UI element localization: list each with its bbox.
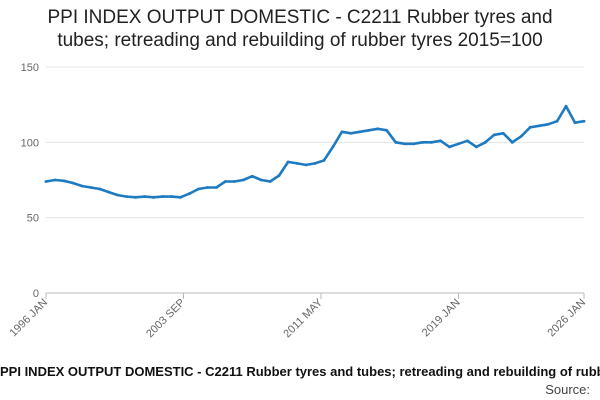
data-point xyxy=(331,145,335,149)
data-point xyxy=(573,121,577,125)
data-point xyxy=(430,140,433,144)
data-point xyxy=(322,159,326,162)
data-point xyxy=(197,187,200,191)
data-point xyxy=(358,130,362,134)
data-point xyxy=(170,195,173,198)
data-point xyxy=(537,124,541,128)
data-point xyxy=(259,178,263,182)
y-tick-label: 100 xyxy=(21,137,39,149)
y-axis-tick-labels: 0 50 100 150 xyxy=(21,62,39,300)
data-point xyxy=(188,192,191,195)
y-tick-label: 150 xyxy=(21,62,39,74)
gridlines xyxy=(46,66,584,294)
data-point xyxy=(313,162,317,165)
chart-title-line-2: tubes; retreading and rebuilding of rubb… xyxy=(57,30,543,51)
data-point xyxy=(349,131,353,135)
data-point xyxy=(53,178,57,182)
data-point xyxy=(340,130,344,134)
data-point xyxy=(250,174,254,178)
data-point xyxy=(555,119,559,123)
x-tick-label: 2019 JAN xyxy=(420,297,463,340)
source-label: Source: xyxy=(545,382,590,397)
data-point xyxy=(286,160,290,164)
data-point xyxy=(376,127,380,131)
data-point xyxy=(295,162,299,165)
y-tick-label: 0 xyxy=(33,288,39,300)
data-point xyxy=(179,195,182,199)
data-point xyxy=(277,174,281,177)
data-point xyxy=(421,140,424,144)
data-point xyxy=(107,190,111,194)
data-point xyxy=(71,181,75,185)
data-point xyxy=(223,180,227,183)
data-point xyxy=(232,180,236,183)
data-point xyxy=(528,125,532,129)
data-point xyxy=(457,142,460,146)
y-tick-label: 50 xyxy=(27,213,39,225)
series-layer xyxy=(44,104,586,199)
legend-series-label: PPI INDEX OUTPUT DOMESTIC - C2211 Rubber… xyxy=(0,364,600,379)
data-point xyxy=(564,104,568,108)
data-point xyxy=(214,186,218,189)
data-point xyxy=(439,139,442,143)
data-point xyxy=(448,145,451,149)
chart-title: PPI INDEX OUTPUT DOMESTIC - C2211 Rubber… xyxy=(0,6,600,52)
data-point xyxy=(143,195,147,198)
data-point xyxy=(241,178,245,182)
data-point xyxy=(510,140,514,144)
data-point xyxy=(152,195,156,199)
data-point xyxy=(466,139,469,143)
x-tick-label: 2003 SEP xyxy=(144,297,188,341)
data-point xyxy=(385,128,389,132)
data-point xyxy=(519,134,523,138)
data-point xyxy=(44,180,48,183)
data-point xyxy=(98,187,102,191)
data-point xyxy=(116,193,120,197)
data-point xyxy=(161,195,164,198)
data-point xyxy=(304,163,308,167)
series-line xyxy=(44,104,586,199)
x-tick-label: 2011 MAY xyxy=(281,296,325,340)
data-point xyxy=(403,142,407,146)
data-point xyxy=(582,119,586,123)
data-point xyxy=(125,195,129,198)
data-point xyxy=(475,145,478,149)
data-point xyxy=(62,179,66,183)
data-point xyxy=(367,128,371,132)
data-point xyxy=(206,186,209,189)
data-point xyxy=(394,140,398,144)
data-point xyxy=(501,131,505,135)
data-point xyxy=(89,186,93,189)
data-point xyxy=(483,140,487,144)
data-point xyxy=(412,142,416,146)
chart-title-line-1: PPI INDEX OUTPUT DOMESTIC - C2211 Rubber… xyxy=(47,7,553,28)
x-tick-label: 1996 JAN xyxy=(7,297,50,340)
data-point xyxy=(80,184,84,188)
data-point xyxy=(546,122,550,126)
x-tick-label: 2026 JAN xyxy=(545,297,588,340)
data-point xyxy=(134,195,138,199)
data-point xyxy=(268,180,272,183)
data-point xyxy=(492,133,496,137)
x-axis: 1996 JAN 2003 SEP 2011 MAY 2019 JAN 2026 JAN xyxy=(7,293,588,340)
